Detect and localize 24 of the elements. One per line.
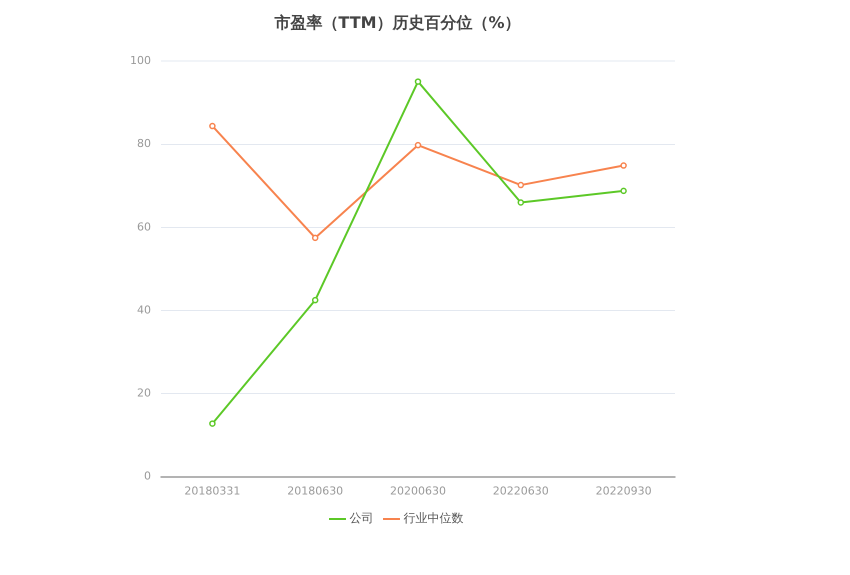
y-tick-label: 40 <box>136 303 151 316</box>
point <box>312 234 318 242</box>
point <box>209 420 216 427</box>
y-tick-label: 100 <box>130 54 151 68</box>
x-tick-label: 20220630 <box>492 484 549 498</box>
point <box>518 199 524 206</box>
y-tick-label: 0 <box>144 470 151 483</box>
legend-label: 行业中位数 <box>404 511 464 526</box>
point <box>209 122 216 130</box>
y-tick-label: 20 <box>136 386 151 400</box>
point <box>414 142 422 148</box>
x-tick-label: 20180630 <box>287 484 344 498</box>
chart-title: 市盈率（TTM）历史百分位（%） <box>273 12 521 32</box>
point <box>620 162 627 169</box>
point <box>414 78 422 85</box>
x-tick-label: 20200630 <box>390 484 446 498</box>
point <box>518 182 524 188</box>
y-tick-label: 80 <box>136 137 151 150</box>
legend-label: 公司 <box>350 511 374 526</box>
y-tick-label: 60 <box>136 220 151 234</box>
point <box>312 296 318 304</box>
point <box>620 188 627 194</box>
x-tick-label: 20220930 <box>596 484 652 498</box>
x-tick-label: 20180331 <box>184 484 240 498</box>
